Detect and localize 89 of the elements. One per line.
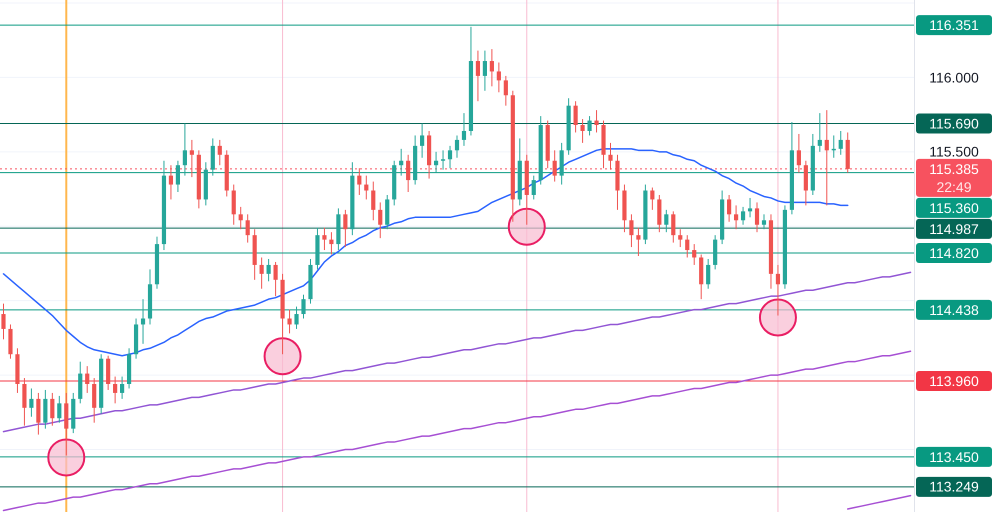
y-tick-label: 116.000	[929, 69, 979, 86]
candlestick	[727, 194, 732, 222]
candlestick	[399, 148, 404, 176]
candlestick	[748, 197, 752, 218]
candlestick	[594, 110, 599, 133]
candlestick	[574, 100, 578, 133]
candlestick	[238, 206, 243, 230]
candlestick	[740, 206, 746, 226]
candlestick	[496, 62, 501, 93]
candlestick	[371, 181, 376, 221]
candlestick	[476, 50, 480, 102]
candlestick	[36, 392, 40, 436]
candlestick	[796, 133, 801, 174]
candlestick	[692, 244, 696, 266]
candlestick	[838, 130, 843, 156]
text: 22:49	[936, 178, 972, 195]
candlestick	[266, 258, 271, 282]
line-series	[846, 494, 912, 510]
candlestick	[650, 187, 654, 210]
candlestick	[22, 378, 27, 426]
candlestick	[462, 112, 466, 146]
candlestick	[1, 303, 6, 340]
candlestick	[190, 139, 194, 178]
candlestick	[168, 164, 174, 200]
candlestick	[57, 395, 62, 424]
ref-line-label: 113.450	[929, 448, 979, 465]
line-series	[2, 148, 848, 356]
candlestick	[636, 227, 640, 256]
line-series	[2, 350, 912, 512]
candlestick	[43, 389, 48, 430]
candlestick	[274, 261, 278, 297]
candlestick	[322, 227, 327, 251]
y-tick-label: 115.500	[929, 144, 979, 160]
candlestick	[420, 123, 424, 158]
ref-line-label: 115.385	[929, 160, 979, 177]
candlestick	[210, 138, 215, 176]
candlestick	[580, 118, 585, 144]
candlestick	[482, 50, 487, 92]
candlestick	[176, 160, 180, 192]
candlestick	[490, 48, 494, 87]
candlestick	[329, 232, 334, 256]
ref-line-label: 114.987	[929, 220, 979, 237]
candlestick	[671, 210, 676, 244]
candlestick	[664, 209, 668, 233]
candlestick	[113, 376, 118, 404]
candlestick	[685, 234, 690, 258]
candlestick	[50, 392, 54, 426]
candlestick	[832, 134, 836, 158]
candlestick	[140, 298, 146, 344]
candlestick	[246, 214, 250, 244]
candlestick	[434, 151, 438, 174]
ref-line-label: 113.960	[929, 372, 979, 389]
candlestick	[824, 110, 829, 206]
candlestick	[678, 228, 682, 248]
candlestick	[532, 175, 536, 200]
candlestick	[301, 294, 306, 320]
candlestick	[734, 204, 738, 230]
ref-line-label: 113.249	[929, 478, 979, 495]
candlestick	[92, 378, 96, 424]
candlestick	[218, 139, 222, 166]
candlestick	[504, 75, 508, 106]
candlestick	[294, 306, 299, 330]
candlestick	[406, 154, 410, 192]
candlestick	[776, 264, 780, 316]
ref-line-label: 115.690	[929, 115, 979, 132]
candlestick	[552, 150, 557, 182]
candlestick	[260, 256, 264, 290]
candlestick	[232, 184, 236, 226]
candlestick	[343, 209, 348, 248]
ref-line-label: 114.820	[929, 244, 979, 261]
candlestick	[287, 309, 292, 334]
candlestick	[454, 134, 460, 158]
candlestick	[120, 376, 124, 400]
candlestick	[182, 123, 187, 176]
candlestick	[448, 145, 452, 169]
candlestick	[706, 258, 710, 290]
candlestick	[29, 388, 34, 418]
candlestick	[754, 202, 760, 233]
ref-line-label: 115.360	[929, 200, 979, 216]
ref-line-label: 114.438	[929, 302, 979, 318]
candlestick	[818, 112, 822, 152]
candlestick	[378, 202, 382, 239]
candlestick	[587, 116, 592, 136]
candlestick	[629, 214, 634, 248]
ref-line-label: 116.351	[929, 17, 979, 34]
candlestick	[85, 366, 90, 394]
candlestick	[364, 175, 368, 200]
line-series	[2, 272, 912, 432]
candlestick	[357, 168, 362, 196]
